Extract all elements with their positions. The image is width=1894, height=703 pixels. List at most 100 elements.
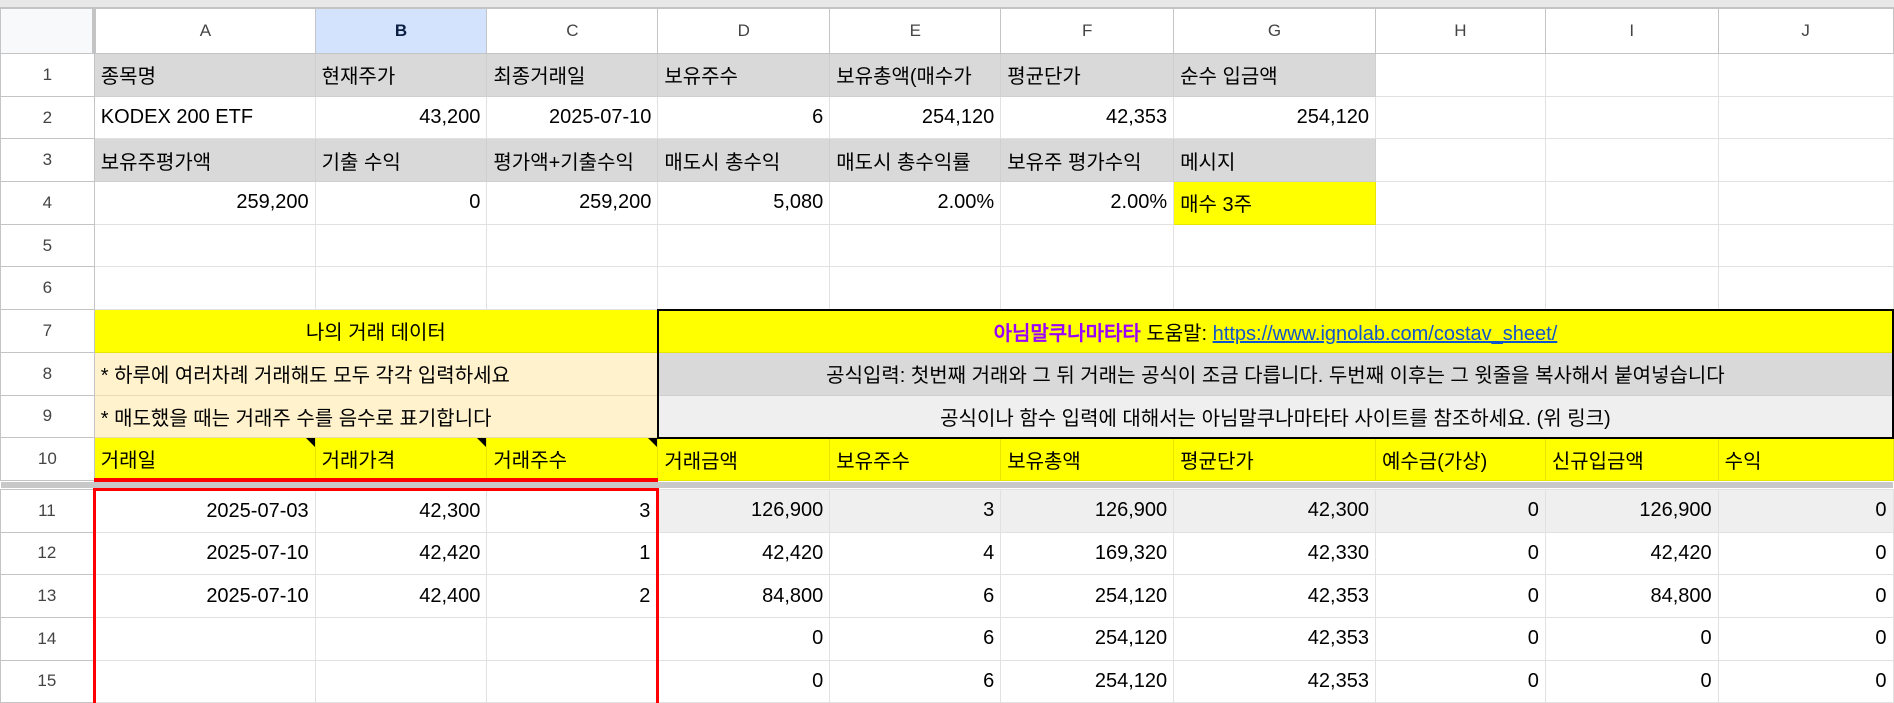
cell-D4[interactable]: 5,080 (657, 181, 831, 225)
trade-header-G[interactable]: 평균단가 (1173, 437, 1376, 481)
cell-J15[interactable]: 0 (1717, 659, 1894, 703)
cell-A6[interactable] (93, 266, 316, 311)
trade-header-E[interactable]: 보유주수 (829, 437, 1002, 481)
help-link[interactable]: https://www.ignolab.com/costav_sheet/ (1212, 322, 1558, 345)
cell-B2[interactable]: 43,200 (314, 95, 488, 140)
cell-D3[interactable]: 매도시 총수익 (657, 138, 831, 183)
cell-C13[interactable]: 2 (486, 574, 660, 618)
cell-G3[interactable]: 메시지 (1173, 138, 1376, 183)
cell-J3[interactable] (1717, 138, 1894, 183)
cell-F5[interactable] (1000, 223, 1175, 268)
row-header-7[interactable]: 7 (0, 309, 95, 353)
cell-J13[interactable]: 0 (1717, 574, 1894, 618)
cell-H15[interactable]: 0 (1374, 659, 1546, 703)
row-header-10[interactable]: 10 (0, 437, 95, 481)
cell-D13[interactable]: 84,800 (657, 574, 831, 618)
row-header-5[interactable]: 5 (0, 223, 95, 268)
cell-H1[interactable] (1374, 53, 1546, 97)
cell-C4[interactable]: 259,200 (486, 181, 659, 225)
cell-F3[interactable]: 보유주 평가수익 (1000, 138, 1175, 183)
cell-A13[interactable]: 2025-07-10 (92, 574, 316, 618)
cell-G1[interactable]: 순수 입금액 (1173, 53, 1376, 97)
freeze-divider[interactable] (0, 480, 1893, 490)
trade-header-A[interactable]: 거래일 (93, 437, 316, 483)
cell-J11[interactable]: 0 (1717, 488, 1894, 533)
cell-H13[interactable]: 0 (1374, 574, 1546, 618)
row-header-13[interactable]: 13 (0, 574, 95, 618)
cell-F13[interactable]: 254,120 (1000, 574, 1175, 618)
cell-J1[interactable] (1717, 53, 1894, 97)
cell-I12[interactable]: 42,420 (1544, 531, 1719, 576)
trade-header-C[interactable]: 거래주수 (486, 437, 659, 483)
cell-E6[interactable] (829, 266, 1002, 311)
cell-B6[interactable] (314, 266, 488, 311)
cell-D14[interactable]: 0 (657, 616, 831, 661)
cell-A15[interactable] (92, 659, 316, 703)
trade-header-F[interactable]: 보유총액 (1000, 437, 1175, 481)
column-header-H[interactable]: H (1374, 8, 1546, 54)
cell-F4[interactable]: 2.00% (1000, 181, 1175, 225)
row-header-6[interactable]: 6 (0, 266, 95, 311)
cell-G4[interactable]: 매수 3주 (1173, 181, 1376, 225)
cell-H2[interactable] (1374, 95, 1546, 140)
cell-J4[interactable] (1717, 181, 1894, 225)
cell-B12[interactable]: 42,420 (314, 531, 488, 576)
cell-F6[interactable] (1000, 266, 1175, 311)
cell-E3[interactable]: 매도시 총수익률 (829, 138, 1002, 183)
cell-J5[interactable] (1717, 223, 1894, 268)
note-negative-shares[interactable]: * 매도했을 때는 거래주 수를 음수로 표기합니다 (93, 394, 659, 439)
cell-A12[interactable]: 2025-07-10 (92, 531, 316, 576)
cell-E2[interactable]: 254,120 (829, 95, 1002, 140)
cell-G12[interactable]: 42,330 (1173, 531, 1376, 576)
row-header-11[interactable]: 11 (0, 488, 95, 533)
cell-D11[interactable]: 126,900 (657, 488, 831, 533)
cell-C3[interactable]: 평가액+기출수익 (486, 138, 659, 183)
cell-C14[interactable] (486, 616, 660, 661)
cell-A2[interactable]: KODEX 200 ETF (93, 95, 316, 140)
cell-F12[interactable]: 169,320 (1000, 531, 1175, 576)
cell-B14[interactable] (314, 616, 488, 661)
cell-G6[interactable] (1173, 266, 1376, 311)
cell-H3[interactable] (1374, 138, 1546, 183)
trade-header-I[interactable]: 신규입금액 (1544, 437, 1719, 481)
trade-header-D[interactable]: 거래금액 (657, 437, 831, 481)
cell-D12[interactable]: 42,420 (657, 531, 831, 576)
cell-I3[interactable] (1544, 138, 1719, 183)
cell-C5[interactable] (486, 223, 659, 268)
column-header-C[interactable]: C (486, 8, 659, 54)
my-trades-title[interactable]: 나의 거래 데이터 (93, 309, 659, 353)
cell-B13[interactable]: 42,400 (314, 574, 488, 618)
cell-E12[interactable]: 4 (829, 531, 1002, 576)
note-indicator-icon[interactable] (648, 438, 657, 448)
cell-A11[interactable]: 2025-07-03 (92, 487, 316, 533)
freeze-handle[interactable] (0, 480, 1893, 490)
row-header-4[interactable]: 4 (0, 181, 95, 225)
cell-C11[interactable]: 3 (486, 487, 660, 533)
cell-F2[interactable]: 42,353 (1000, 95, 1175, 140)
cell-J12[interactable]: 0 (1717, 531, 1894, 576)
column-header-G[interactable]: G (1173, 8, 1376, 54)
help-banner[interactable]: 아님말쿠나마타타 도움말: https://www.ignolab.com/co… (656, 308, 1894, 353)
cell-A5[interactable] (93, 223, 316, 268)
cell-H14[interactable]: 0 (1374, 616, 1546, 661)
cell-A4[interactable]: 259,200 (93, 181, 316, 225)
cell-B1[interactable]: 현재주가 (314, 53, 488, 97)
cell-F14[interactable]: 254,120 (1000, 616, 1175, 661)
cell-E13[interactable]: 6 (829, 574, 1002, 618)
cell-E15[interactable]: 6 (829, 659, 1002, 703)
reference-note[interactable]: 공식이나 함수 입력에 대해서는 아님말쿠나마타타 사이트를 참조하세요. (위… (656, 394, 1894, 439)
cell-J14[interactable]: 0 (1717, 616, 1894, 661)
row-header-9[interactable]: 9 (0, 394, 95, 439)
trade-header-J[interactable]: 수익 (1717, 437, 1894, 481)
row-header-2[interactable]: 2 (0, 95, 95, 140)
cell-E1[interactable]: 보유총액(매수가 (829, 53, 1002, 97)
cell-G13[interactable]: 42,353 (1173, 574, 1376, 618)
row-header-3[interactable]: 3 (0, 138, 95, 183)
cell-J2[interactable] (1717, 95, 1894, 140)
cell-E4[interactable]: 2.00% (829, 181, 1002, 225)
column-header-F[interactable]: F (1000, 8, 1175, 54)
column-header-D[interactable]: D (657, 8, 831, 54)
column-header-B[interactable]: B (314, 8, 488, 54)
column-header-A[interactable]: A (93, 8, 316, 54)
cell-H12[interactable]: 0 (1374, 531, 1546, 576)
